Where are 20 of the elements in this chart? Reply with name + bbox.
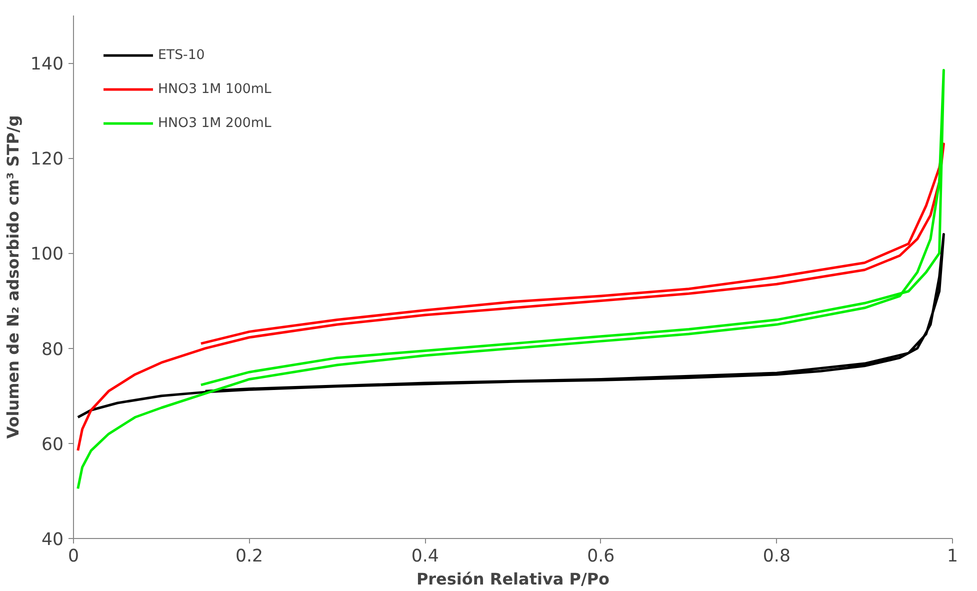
y-tick-label: 80 [41,340,64,360]
legend-label: HNO3 1M 100mL [158,82,272,96]
x-tick-label: 0.8 [762,546,790,566]
legend-label: ETS-10 [158,48,205,62]
y-axis-title: Volumen de N₂ adsorbido cm³ STP/g [3,115,22,439]
y-tick-label: 100 [30,244,64,265]
x-tick-label: 0.4 [411,546,439,566]
y-tick-label: 40 [41,530,64,550]
x-tick-label: 0 [68,546,80,566]
line-series [76,68,945,490]
legend-label: HNO3 1M 200mL [158,116,272,130]
x-tick-label: 0.6 [587,546,615,566]
y-tick-label: 140 [30,54,64,75]
x-tick-label: 0.2 [236,546,264,566]
line-series [76,142,945,452]
x-tick-label: 1 [946,546,958,566]
y-tick-label: 60 [41,434,64,455]
x-axis-title: Presión Relativa P/Po [416,570,610,588]
line-series [76,232,945,419]
y-tick-label: 120 [30,150,64,170]
